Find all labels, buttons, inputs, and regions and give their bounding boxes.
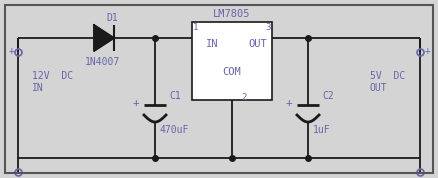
Text: 1uF: 1uF — [313, 125, 331, 135]
Text: C1: C1 — [169, 91, 181, 101]
Text: -: - — [8, 167, 14, 177]
Text: OUT: OUT — [370, 83, 388, 93]
Text: COM: COM — [223, 67, 241, 77]
Text: -: - — [425, 167, 431, 177]
Text: OUT: OUT — [249, 39, 267, 49]
Bar — [192, 22, 272, 100]
Text: IN: IN — [32, 83, 44, 93]
Text: C2: C2 — [322, 91, 334, 101]
Text: 1N4007: 1N4007 — [85, 57, 120, 67]
Text: 5V  DC: 5V DC — [370, 71, 405, 81]
Text: 1: 1 — [193, 23, 199, 33]
Text: +: + — [8, 46, 14, 56]
Text: +: + — [286, 98, 293, 108]
Text: D1: D1 — [106, 13, 118, 23]
Text: +: + — [425, 46, 431, 56]
Text: 3: 3 — [265, 23, 271, 33]
Text: LM7805: LM7805 — [213, 9, 251, 19]
Text: +: + — [133, 98, 139, 108]
Text: 2: 2 — [241, 93, 247, 103]
Text: IN: IN — [206, 39, 218, 49]
Text: 470uF: 470uF — [160, 125, 189, 135]
Text: 12V  DC: 12V DC — [32, 71, 73, 81]
Polygon shape — [94, 25, 114, 51]
